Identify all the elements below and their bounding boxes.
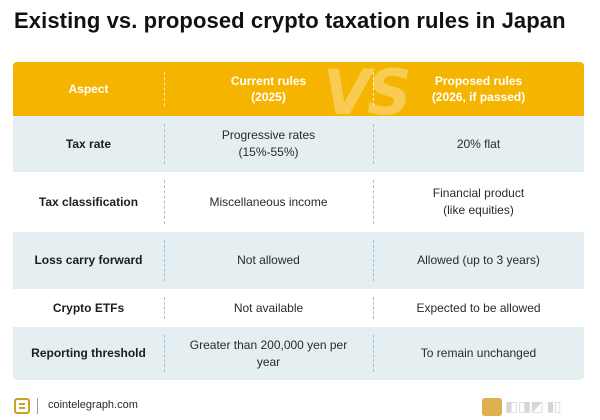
- header-proposed-rules: Proposed rules (2026, if passed): [373, 62, 584, 116]
- aspect-label: Tax classification: [38, 194, 139, 209]
- cell-aspect: Crypto ETFs: [13, 289, 164, 327]
- cell-current-rule-line: Greater than 200,000 yen per: [189, 337, 348, 352]
- cell-proposed-rule: Financial product (like equities): [373, 172, 584, 232]
- table-row: Tax rate Progressive rates (15%-55%) 20% fl…: [13, 116, 584, 172]
- column-divider: [373, 335, 374, 372]
- table-row: Crypto ETFs Not available Expected to be a…: [13, 289, 584, 327]
- cell-proposed-rule: To remain unchanged: [373, 327, 584, 380]
- cell-proposed-rule-line: To remain unchanged: [420, 346, 537, 360]
- header-current-label: Current rules: [230, 74, 307, 88]
- cell-aspect: Loss carry forward: [13, 232, 164, 289]
- cell-current-rule: Not available: [164, 289, 373, 327]
- column-divider: [164, 180, 165, 224]
- exchange-watermark-text: ◧◨◩ ▮▯: [505, 398, 561, 414]
- header-aspect: Aspect: [13, 62, 164, 116]
- cell-current-rule-line: (15%-55%): [238, 145, 299, 159]
- header-proposed-year: (2026, if passed): [431, 90, 526, 104]
- column-divider: [373, 124, 374, 164]
- cell-current-rule-line: Not allowed: [237, 253, 300, 267]
- cell-current-rule: Greater than 200,000 yen per year: [164, 327, 373, 380]
- cell-proposed-rule-line: (like equities): [443, 203, 514, 217]
- column-divider: [373, 297, 374, 319]
- cell-current-rule-line: Progressive rates: [221, 128, 316, 142]
- footer-separator: [37, 398, 38, 414]
- aspect-label: Loss carry forward: [34, 253, 143, 267]
- header-divider: [164, 72, 165, 106]
- cell-aspect: Tax rate: [13, 116, 164, 172]
- cell-proposed-rule: Allowed (up to 3 years): [373, 232, 584, 289]
- cell-proposed-rule: 20% flat: [373, 116, 584, 172]
- table-header: VS Aspect Current rules (2025) Proposed …: [13, 62, 584, 129]
- header-current-year: (2025): [251, 90, 286, 104]
- table-row: Reporting threshold Greater than 200,000 …: [13, 327, 584, 380]
- cell-proposed-rule-line: Financial product: [432, 186, 525, 200]
- column-divider: [164, 335, 165, 372]
- page-title: Existing vs. proposed crypto taxation ru…: [14, 8, 566, 33]
- table-row: Loss carry forward Not allowed Allowed (up…: [13, 232, 584, 289]
- cell-current-rule-line: Not available: [233, 300, 304, 315]
- exchange-watermark-icon: [482, 398, 502, 416]
- cell-current-rule-line: year: [256, 354, 281, 369]
- aspect-label: Tax rate: [65, 136, 112, 151]
- cell-current-rule-line: Miscellaneous income: [209, 194, 328, 209]
- column-divider: [164, 297, 165, 319]
- cell-proposed-rule-line: 20% flat: [456, 136, 501, 151]
- column-divider: [164, 240, 165, 281]
- column-divider: [373, 180, 374, 224]
- cell-proposed-rule: Expected to be allowed: [373, 289, 584, 327]
- cell-current-rule: Not allowed: [164, 232, 373, 289]
- aspect-label: Crypto ETFs: [52, 300, 125, 315]
- cell-proposed-rule-line: Allowed (up to 3 years): [417, 253, 540, 267]
- header-aspect-label: Aspect: [68, 82, 109, 96]
- cointelegraph-logo-icon: [14, 398, 30, 414]
- header-divider: [373, 72, 374, 106]
- column-divider: [373, 240, 374, 281]
- footer-url[interactable]: cointelegraph.com: [48, 399, 138, 411]
- header-proposed-label: Proposed rules: [434, 74, 523, 88]
- aspect-label: Reporting threshold: [31, 346, 146, 360]
- cell-proposed-rule-line: Expected to be allowed: [416, 300, 541, 315]
- table-row: Tax classification Miscellaneous income Fi…: [13, 172, 584, 232]
- cell-aspect: Reporting threshold: [13, 327, 164, 380]
- cell-aspect: Tax classification: [13, 172, 164, 232]
- comparison-table: VS Aspect Current rules (2025) Proposed …: [13, 62, 584, 380]
- cell-current-rule: Miscellaneous income: [164, 172, 373, 232]
- header-current-rules: Current rules (2025): [164, 62, 373, 116]
- column-divider: [164, 124, 165, 164]
- cell-current-rule: Progressive rates (15%-55%): [164, 116, 373, 172]
- footer: cointelegraph.com ◧◨◩ ▮▯: [0, 392, 600, 420]
